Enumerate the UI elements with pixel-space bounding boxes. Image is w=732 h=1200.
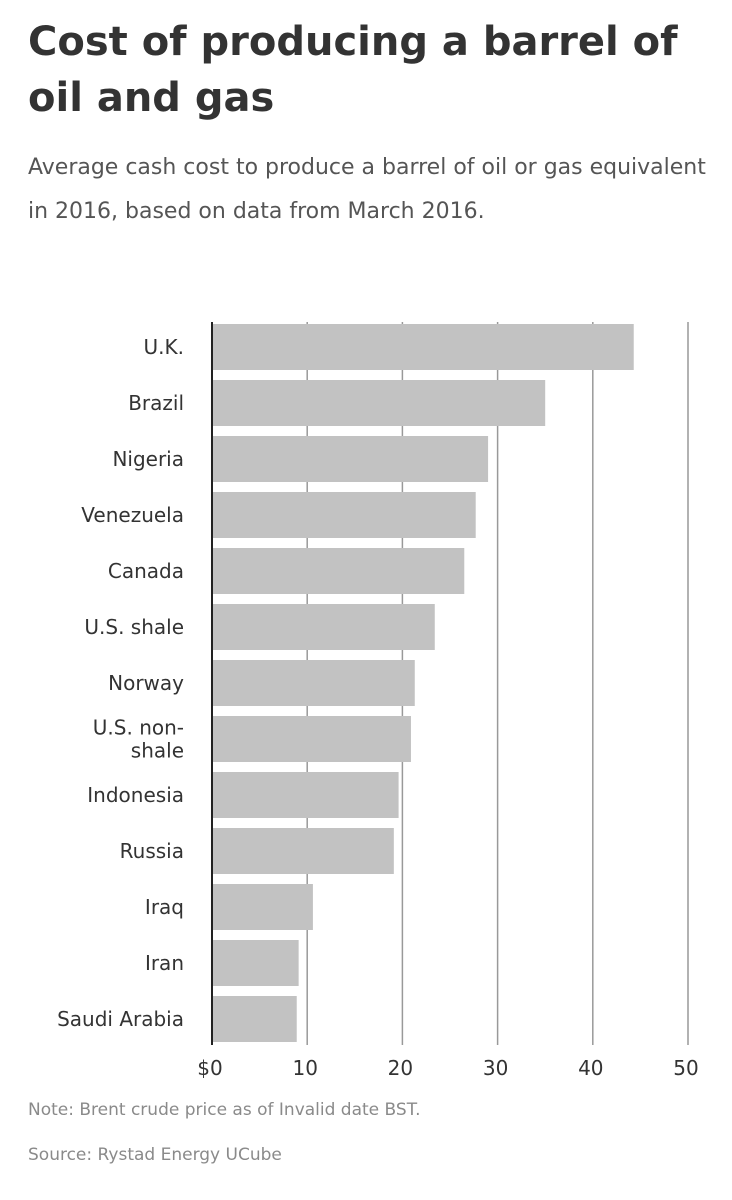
category-label: Canada bbox=[108, 559, 184, 583]
category-label: shale bbox=[131, 739, 184, 763]
x-tick-label: 50 bbox=[673, 1056, 698, 1080]
category-label: U.S. non- bbox=[93, 716, 184, 740]
category-label: Brazil bbox=[128, 391, 184, 415]
bar bbox=[213, 660, 415, 706]
category-label: Iran bbox=[145, 951, 184, 975]
category-label: Norway bbox=[108, 671, 184, 695]
category-label: Indonesia bbox=[87, 783, 184, 807]
x-tick-label: $0 bbox=[197, 1056, 222, 1080]
chart-source: Source: Rystad Energy UCube bbox=[28, 1145, 282, 1165]
bars bbox=[213, 324, 634, 1042]
bar bbox=[213, 716, 411, 762]
category-label: Saudi Arabia bbox=[57, 1007, 184, 1031]
bar bbox=[213, 380, 546, 426]
bar bbox=[213, 828, 394, 874]
category-labels: U.K. Brazil Nigeria Venezuela Canada U.S. sha… bbox=[57, 335, 184, 1031]
bar bbox=[213, 996, 297, 1042]
x-axis-ticks: $0 10 20 30 40 50 bbox=[197, 1056, 698, 1080]
category-label: Iraq bbox=[145, 895, 184, 919]
category-label: Nigeria bbox=[112, 447, 184, 471]
category-label: U.S. shale bbox=[84, 615, 184, 639]
chart-title: Cost of producing a barrel of oil and ga… bbox=[28, 19, 678, 121]
x-tick-label: 10 bbox=[292, 1056, 317, 1080]
x-tick-label: 40 bbox=[578, 1056, 603, 1080]
bar bbox=[213, 492, 476, 538]
bar bbox=[213, 548, 465, 594]
x-tick-label: 30 bbox=[483, 1056, 508, 1080]
bar bbox=[213, 772, 399, 818]
category-label: Venezuela bbox=[81, 503, 184, 527]
chart-subtitle: Average cash cost to produce a barrel of… bbox=[28, 155, 706, 224]
bar bbox=[213, 436, 489, 482]
bar-chart: U.K. Brazil Nigeria Venezuela Canada U.S. sha… bbox=[57, 322, 699, 1080]
category-label: U.K. bbox=[144, 335, 184, 359]
x-tick-label: 20 bbox=[388, 1056, 413, 1080]
bar bbox=[213, 604, 435, 650]
chart-note: Note: Brent crude price as of Invalid da… bbox=[28, 1100, 421, 1120]
bar bbox=[213, 884, 313, 930]
bar bbox=[213, 324, 634, 370]
bar bbox=[213, 940, 299, 986]
category-label: Russia bbox=[120, 839, 184, 863]
